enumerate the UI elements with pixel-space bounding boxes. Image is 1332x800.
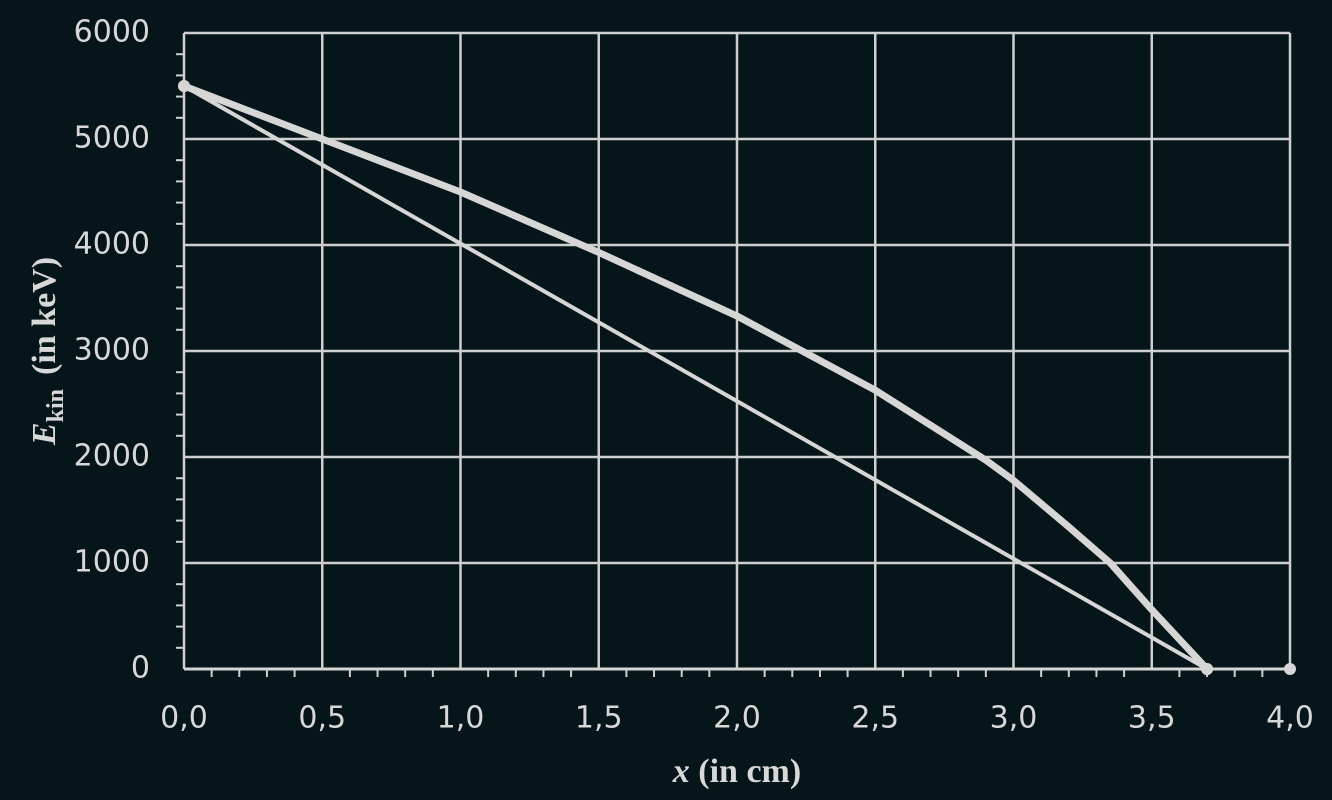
y-axis-label: Ekin (in keV) (26, 257, 69, 446)
data-line (180, 82, 1211, 673)
x-tick-label: 2,5 (851, 701, 899, 736)
y-tick-label: 6000 (74, 15, 150, 50)
end-point (178, 80, 190, 92)
x-tick-label: 0,5 (298, 701, 346, 736)
x-tick-label: 3,0 (990, 701, 1038, 736)
x-tick-label: 3,5 (1128, 701, 1176, 736)
x-tick-label: 0,0 (160, 701, 208, 736)
x-tick-label: 1,0 (437, 701, 485, 736)
y-subscript: kin (43, 389, 69, 422)
axis-end (1284, 663, 1296, 675)
y-tick-label: 5000 (74, 121, 150, 156)
x-symbol: x (672, 753, 690, 790)
y-tick-label: 0 (131, 651, 150, 686)
y-unit: (in keV) (26, 257, 63, 375)
data-line (182, 84, 1210, 671)
y-tick-label: 3000 (74, 333, 150, 368)
end-point (1201, 663, 1214, 675)
x-tick-label: 1,5 (575, 701, 623, 736)
y-symbol: E (26, 422, 63, 446)
y-tick-label: 1000 (74, 545, 150, 580)
y-tick-label: 2000 (74, 439, 150, 474)
y-tick-label: 4000 (74, 227, 150, 262)
x-tick-label: 2,0 (713, 701, 761, 736)
x-axis-label: x (in cm) (672, 753, 801, 790)
x-tick-label: 4,0 (1266, 701, 1314, 736)
x-unit: (in cm) (698, 753, 801, 790)
